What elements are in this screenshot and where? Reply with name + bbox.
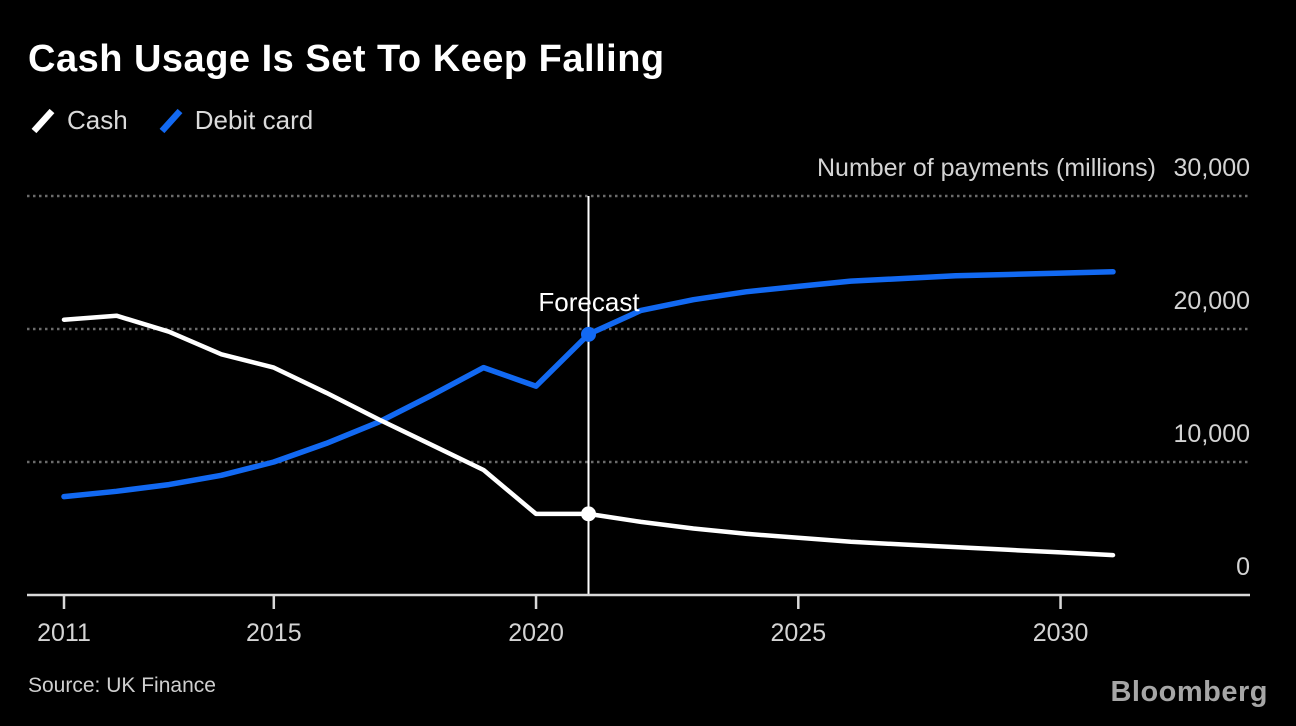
x-tick-label: 2020 [508, 619, 564, 647]
legend-label-cash: Cash [67, 105, 128, 135]
page-title: Cash Usage Is Set To Keep Falling [28, 38, 665, 80]
x-tick-label: 2015 [245, 619, 302, 647]
y-axis-title: Number of payments (millions) [817, 154, 1156, 182]
y-tick-label: 0 [1236, 553, 1250, 581]
forecast-annotation: Forecast [538, 287, 640, 317]
legend-item-debit-card: Debit card [158, 105, 314, 136]
source-credit: Source: UK Finance [28, 674, 216, 697]
bloomberg-logo: Bloomberg [1110, 676, 1268, 708]
legend: Cash Debit card [30, 105, 313, 136]
forecast-marker-debit-card [581, 326, 596, 342]
debit-line-swatch-icon [159, 108, 183, 133]
legend-item-cash: Cash [30, 105, 128, 136]
x-tick-label: 2011 [37, 619, 91, 647]
cash-swatch-stroke [31, 108, 55, 133]
y-tick-label: 20,000 [1173, 287, 1250, 315]
cash-line-swatch-icon [31, 108, 55, 133]
legend-label-debit-card: Debit card [194, 105, 314, 135]
forecast-marker-cash [581, 506, 596, 522]
y-tick-label: 30,000 [1173, 154, 1250, 182]
y-tick-label: 10,000 [1173, 420, 1250, 448]
x-tick-label: 2025 [770, 619, 827, 647]
x-tick-label: 2030 [1032, 619, 1089, 647]
debit-swatch-stroke [159, 108, 183, 133]
